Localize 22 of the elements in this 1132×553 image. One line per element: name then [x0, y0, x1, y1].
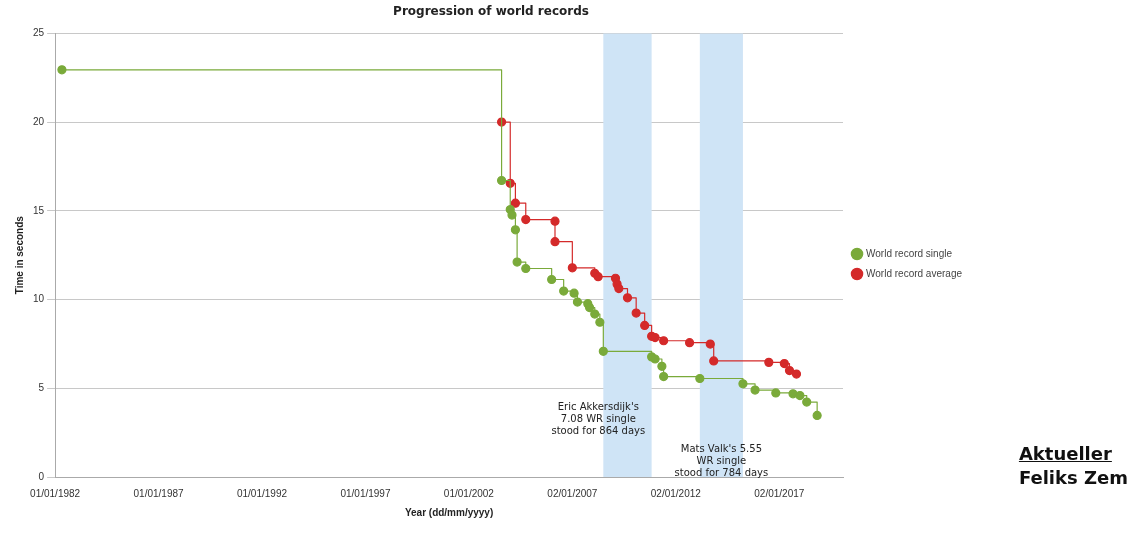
y-tick-label: 20 — [33, 115, 45, 127]
band-label: Eric Akkersdijk's 7.08 WR single stood for 864 days — [551, 400, 646, 436]
y-tick-label: 10 — [33, 293, 45, 305]
y-tick-label: 25 — [33, 27, 45, 39]
x-tick-label: 02/01/2017 — [754, 487, 805, 499]
x-tick-label: 02/01/2012 — [650, 487, 702, 499]
band-label: Mats Valk's 5.55 WR single stood for 784 days — [674, 442, 769, 478]
y-tick-label: 0 — [38, 470, 45, 482]
x-tick-label: 01/01/1992 — [236, 487, 288, 499]
x-axis-title: Year (dd/mm/yyyy) — [404, 506, 494, 518]
x-tick-label: 01/01/1987 — [133, 487, 185, 499]
text: Aktueller Feliks Zem — [1018, 442, 1128, 490]
y-axis-title: Time in seconds — [13, 215, 25, 295]
legend-label: World record single — [866, 247, 953, 259]
y-tick-label: 5 — [38, 382, 45, 394]
y-tick-label: 15 — [33, 204, 45, 216]
x-tick-label: 01/01/2002 — [443, 487, 495, 499]
x-tick-label: 01/01/1997 — [340, 487, 391, 499]
legend-label: World record average — [866, 267, 963, 279]
x-tick-label: 02/01/2007 — [547, 487, 598, 499]
x-tick-label: 01/01/1982 — [30, 487, 81, 499]
chart-title: Progression of world records — [393, 4, 589, 19]
